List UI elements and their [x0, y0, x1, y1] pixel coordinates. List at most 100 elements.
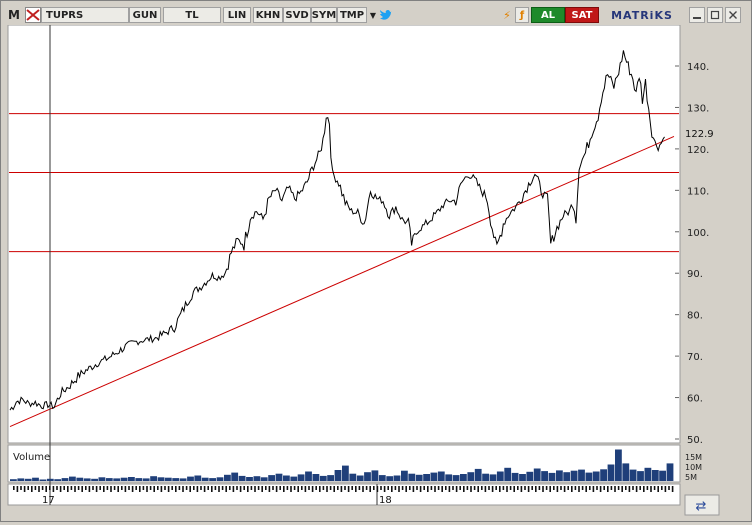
dropdown-icon[interactable]: ▼	[369, 10, 377, 20]
date-tick	[254, 486, 256, 492]
maximize-icon[interactable]	[707, 7, 723, 23]
date-tick	[326, 486, 328, 492]
y-tick-label: 50.	[687, 435, 703, 446]
date-tick	[463, 486, 465, 492]
date-tick	[358, 486, 361, 490]
date-tick	[646, 486, 649, 490]
date-tick	[322, 486, 325, 490]
date-tick	[671, 486, 674, 492]
date-tick	[445, 486, 447, 490]
scale-button[interactable]: LIN	[223, 7, 251, 23]
date-tick	[437, 486, 440, 490]
volume-bar	[511, 472, 519, 481]
date-tick	[110, 486, 112, 492]
price-panel[interactable]	[7, 24, 681, 444]
date-tick	[34, 486, 37, 490]
date-tick	[56, 486, 58, 490]
date-tick	[142, 486, 145, 490]
date-tick	[632, 486, 634, 490]
date-tick	[592, 486, 595, 492]
volume-bar	[164, 477, 172, 481]
volume-bar	[327, 475, 334, 481]
date-tick	[265, 486, 267, 490]
date-tick	[85, 486, 87, 490]
volume-bar	[17, 478, 25, 481]
x-tick-label: 17	[42, 495, 55, 506]
volume-bar	[246, 477, 253, 481]
date-tick	[95, 486, 98, 492]
buy-button[interactable]: AL	[531, 7, 565, 23]
date-tick	[610, 486, 613, 490]
date-tick	[380, 486, 382, 490]
twitter-icon[interactable]	[379, 7, 393, 23]
app-logo[interactable]: M	[8, 8, 20, 22]
date-tick	[304, 486, 307, 492]
date-tick	[250, 486, 253, 490]
close-icon[interactable]	[725, 7, 741, 23]
tmp-button[interactable]: TMP	[337, 7, 367, 23]
volume-bar	[637, 471, 644, 481]
date-tick	[657, 486, 659, 492]
svg-text:⇄: ⇄	[696, 499, 707, 514]
date-tick	[221, 486, 224, 490]
date-tick	[232, 486, 235, 492]
volume-bar	[585, 472, 593, 481]
date-tick	[650, 486, 652, 492]
date-tick	[409, 486, 411, 490]
date-tick	[419, 486, 422, 492]
date-tick	[131, 486, 134, 492]
volume-bar	[128, 477, 135, 481]
date-tick	[473, 486, 476, 490]
date-tick	[488, 486, 490, 490]
date-tick	[106, 486, 109, 490]
minimize-icon[interactable]	[689, 7, 705, 23]
volume-bar	[283, 475, 290, 481]
date-tick	[412, 486, 415, 492]
khn-button[interactable]: KHN	[253, 7, 283, 23]
date-tick	[311, 486, 314, 492]
date-tick	[502, 486, 505, 490]
symbol-field[interactable]: TUPRS	[41, 7, 129, 23]
date-tick	[67, 486, 69, 492]
date-tick	[283, 486, 285, 492]
price-chart[interactable]: ⇄ 50. 60. 70. 80. 90. 100. 110. 120. 130. 140. 5M…	[1, 24, 751, 521]
volume-bar	[541, 471, 548, 481]
date-tick	[466, 486, 469, 490]
volume-bar	[187, 476, 194, 481]
date-tick	[27, 486, 29, 490]
volume-bar	[600, 469, 607, 481]
date-tick	[513, 486, 515, 492]
f-icon[interactable]: ƒ	[515, 7, 529, 23]
period-button[interactable]: GUN	[129, 7, 161, 23]
y-tick-label: 140.	[687, 62, 709, 73]
volume-bar	[415, 474, 423, 481]
price-series-line[interactable]	[9, 50, 665, 411]
volume-bar	[504, 467, 512, 481]
svd-button[interactable]: SVD	[283, 7, 311, 23]
date-tick	[553, 486, 555, 490]
volume-bar	[224, 474, 231, 481]
bolt-icon[interactable]: ⚡	[503, 8, 511, 22]
sell-button[interactable]: SAT	[565, 7, 599, 23]
currency-button[interactable]: TL	[163, 7, 221, 23]
date-tick	[347, 486, 350, 492]
volume-bar	[519, 474, 526, 481]
volume-scale-label: 15M	[685, 453, 702, 462]
sym-button[interactable]: SYM	[311, 7, 337, 23]
date-tick	[340, 486, 343, 492]
date-tick	[556, 486, 559, 492]
date-tick	[135, 486, 137, 490]
date-tick	[585, 486, 587, 492]
date-tick	[171, 486, 173, 490]
date-tick	[268, 486, 271, 492]
volume-bar	[393, 475, 401, 481]
date-tick	[200, 486, 202, 490]
flag-icon[interactable]	[25, 7, 41, 23]
zoom-icon[interactable]: ⇄	[684, 494, 720, 516]
date-tick	[99, 486, 101, 490]
date-tick	[185, 486, 188, 490]
date-tick	[581, 486, 584, 490]
trendline[interactable]	[9, 135, 675, 428]
volume-bar	[666, 463, 674, 481]
date-tick	[77, 486, 80, 490]
